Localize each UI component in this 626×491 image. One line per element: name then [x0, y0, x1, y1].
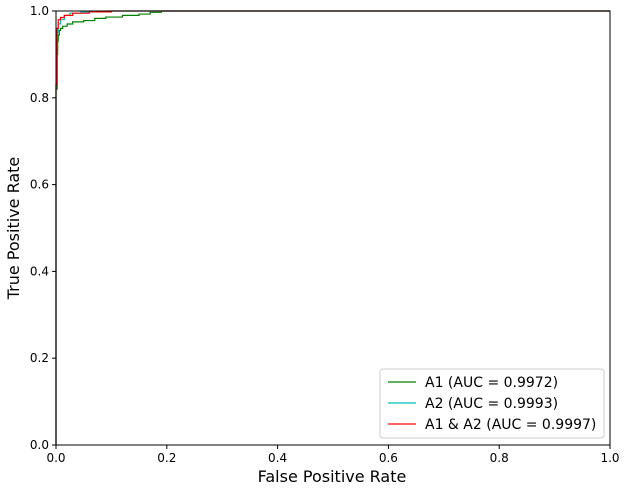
y-tick-label: 0.4 — [30, 264, 49, 278]
y-tick-label: 0.0 — [30, 438, 49, 452]
legend-label-a2: A2 (AUC = 0.9993) — [425, 396, 558, 412]
x-tick-label: 0.2 — [157, 451, 176, 465]
y-tick-label: 1.0 — [30, 4, 49, 18]
x-tick-label: 0.6 — [379, 451, 398, 465]
y-axis-label: True Positive Rate — [4, 157, 23, 301]
legend: A1 (AUC = 0.9972) A2 (AUC = 0.9993) A1 &… — [379, 368, 605, 439]
legend-label-a1: A1 (AUC = 0.9972) — [425, 375, 558, 391]
y-tick-label: 0.6 — [30, 178, 49, 192]
series-lines — [55, 10, 610, 445]
y-axis-ticks: 0.0 0.2 0.4 0.6 0.8 1.0 — [30, 4, 56, 452]
y-tick-label: 0.2 — [30, 351, 49, 365]
x-axis-ticks: 0.0 0.2 0.4 0.6 0.8 1.0 — [46, 445, 620, 465]
series-line-a1-a2 — [55, 10, 610, 445]
x-tick-label: 1.0 — [600, 451, 619, 465]
x-tick-label: 0.0 — [46, 451, 65, 465]
x-axis-label: False Positive Rate — [258, 467, 407, 486]
series-line-a1 — [55, 10, 610, 445]
y-tick-label: 0.8 — [30, 91, 49, 105]
legend-box — [379, 368, 605, 439]
x-tick-label: 0.8 — [490, 451, 509, 465]
x-tick-label: 0.4 — [268, 451, 287, 465]
plot-frame — [55, 10, 611, 446]
legend-label-a1-a2: A1 & A2 (AUC = 0.9997) — [425, 417, 596, 433]
